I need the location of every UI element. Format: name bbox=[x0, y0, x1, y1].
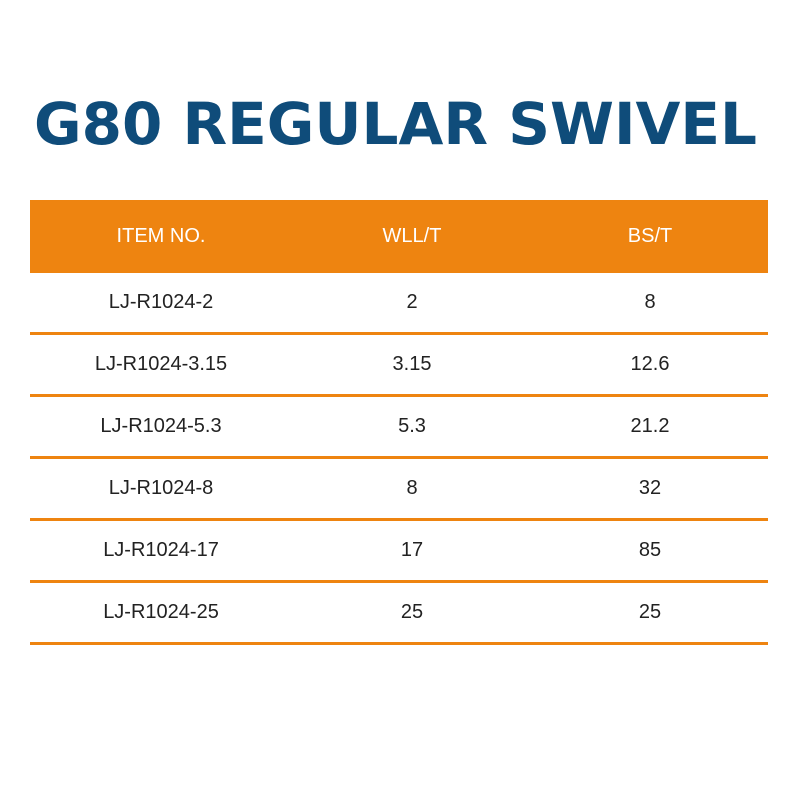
bs-cell: 85 bbox=[638, 539, 662, 561]
table-row: LJ-R1024-5.3 5.3 21.2 bbox=[30, 397, 768, 459]
item-no-cell: LJ-R1024-3.15 bbox=[94, 353, 228, 375]
header-item-no: ITEM NO. bbox=[116, 225, 206, 247]
table-row: LJ-R1024-8 8 32 bbox=[30, 459, 768, 521]
header-wll: WLL/T bbox=[382, 225, 442, 247]
bs-cell: 21.2 bbox=[630, 415, 670, 437]
header-bs: BS/T bbox=[627, 225, 673, 247]
table-header: ITEM NO. WLL/T BS/T bbox=[30, 200, 768, 273]
item-no-cell: LJ-R1024-17 bbox=[103, 539, 219, 561]
table-row: LJ-R1024-17 17 85 bbox=[30, 521, 768, 583]
table-row: LJ-R1024-2 2 8 bbox=[30, 273, 768, 335]
item-no-cell: LJ-R1024-25 bbox=[103, 601, 219, 623]
bs-cell: 25 bbox=[638, 601, 662, 623]
wll-cell: 8 bbox=[406, 477, 418, 499]
wll-cell: 2 bbox=[406, 291, 418, 313]
page-title: G80 REGULAR SWIVEL bbox=[34, 90, 757, 158]
wll-cell: 25 bbox=[400, 601, 424, 623]
table-row: LJ-R1024-25 25 25 bbox=[30, 583, 768, 645]
wll-cell: 5.3 bbox=[398, 415, 426, 437]
table-row: LJ-R1024-3.15 3.15 12.6 bbox=[30, 335, 768, 397]
item-no-cell: LJ-R1024-2 bbox=[108, 291, 214, 313]
spec-table: ITEM NO. WLL/T BS/T LJ-R1024-2 2 8 LJ-R1… bbox=[30, 200, 768, 645]
wll-cell: 3.15 bbox=[392, 353, 432, 375]
bs-cell: 8 bbox=[644, 291, 656, 313]
item-no-cell: LJ-R1024-8 bbox=[108, 477, 214, 499]
bs-cell: 32 bbox=[638, 477, 662, 499]
item-no-cell: LJ-R1024-5.3 bbox=[100, 415, 222, 437]
wll-cell: 17 bbox=[400, 539, 424, 561]
bs-cell: 12.6 bbox=[630, 353, 670, 375]
